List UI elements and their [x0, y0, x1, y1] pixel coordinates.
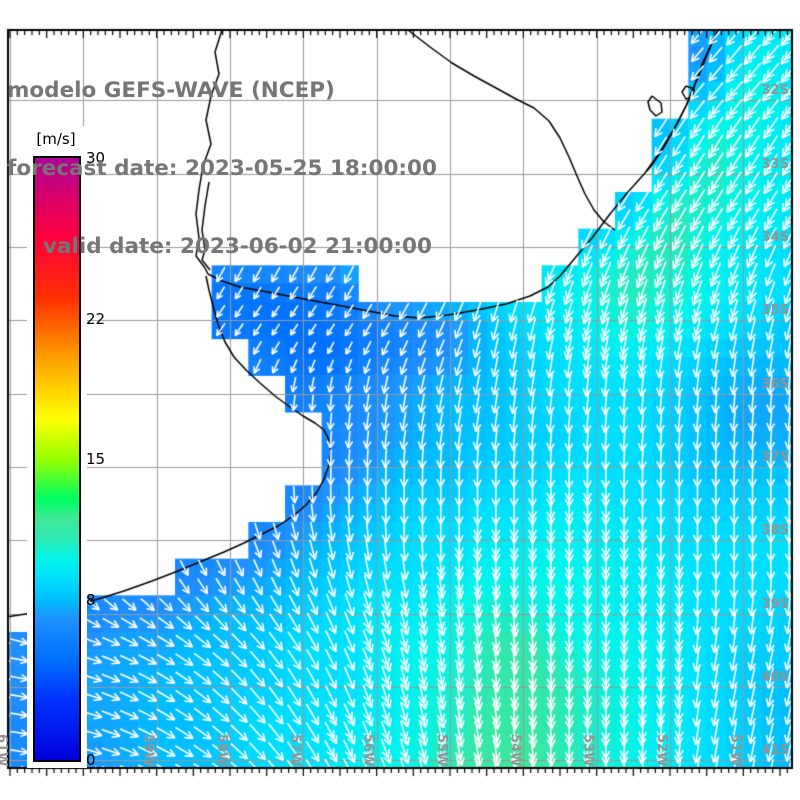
valid-date: valid date: 2023-06-02 21:00:00: [43, 234, 432, 259]
colorbar-tick-label: 30: [86, 149, 106, 167]
lon-tick-label: 61W: [0, 733, 9, 766]
lon-tick-label: 58W: [213, 733, 229, 766]
lat-tick-label: 37S: [761, 449, 789, 465]
lon-tick-label: 59W: [140, 733, 156, 766]
lat-tick-label: 32S: [761, 83, 789, 99]
lat-tick-label: 33S: [761, 156, 789, 172]
colorbar-tick-label: 22: [86, 309, 106, 328]
lat-tick-label: 40S: [761, 669, 789, 685]
lon-tick-label: 57W: [287, 733, 303, 766]
lon-tick-label: 51W: [727, 733, 743, 766]
lon-tick-label: 52W: [653, 733, 669, 766]
lon-tick-label: 53W: [580, 733, 596, 766]
lon-tick-label: 56W: [360, 733, 376, 766]
lon-tick-label: 54W: [507, 733, 523, 766]
title-block: modelo GEFS-WAVE (NCEP) forecast date: 2…: [7, 26, 437, 312]
lat-tick-label: 35S: [761, 303, 789, 319]
colorbar-unit-label: [m/s]: [36, 130, 76, 148]
forecast-date: forecast date: 2023-05-25 18:00:00: [7, 156, 437, 181]
colorbar-tick-label: 15: [86, 450, 106, 469]
colorbar-tick-label: 8: [86, 590, 96, 609]
lat-tick-label: 39S: [761, 596, 789, 612]
lat-tick-label: 34S: [761, 229, 789, 245]
lat-tick-label: 41S: [761, 743, 789, 759]
lat-tick-label: 38S: [761, 523, 789, 539]
lat-tick-label: 36S: [761, 376, 789, 392]
colorbar-tick-label: 0: [86, 751, 96, 770]
colorbar: [33, 156, 81, 762]
model-title: modelo GEFS-WAVE (NCEP): [7, 78, 335, 103]
lon-tick-label: 55W: [433, 733, 449, 766]
